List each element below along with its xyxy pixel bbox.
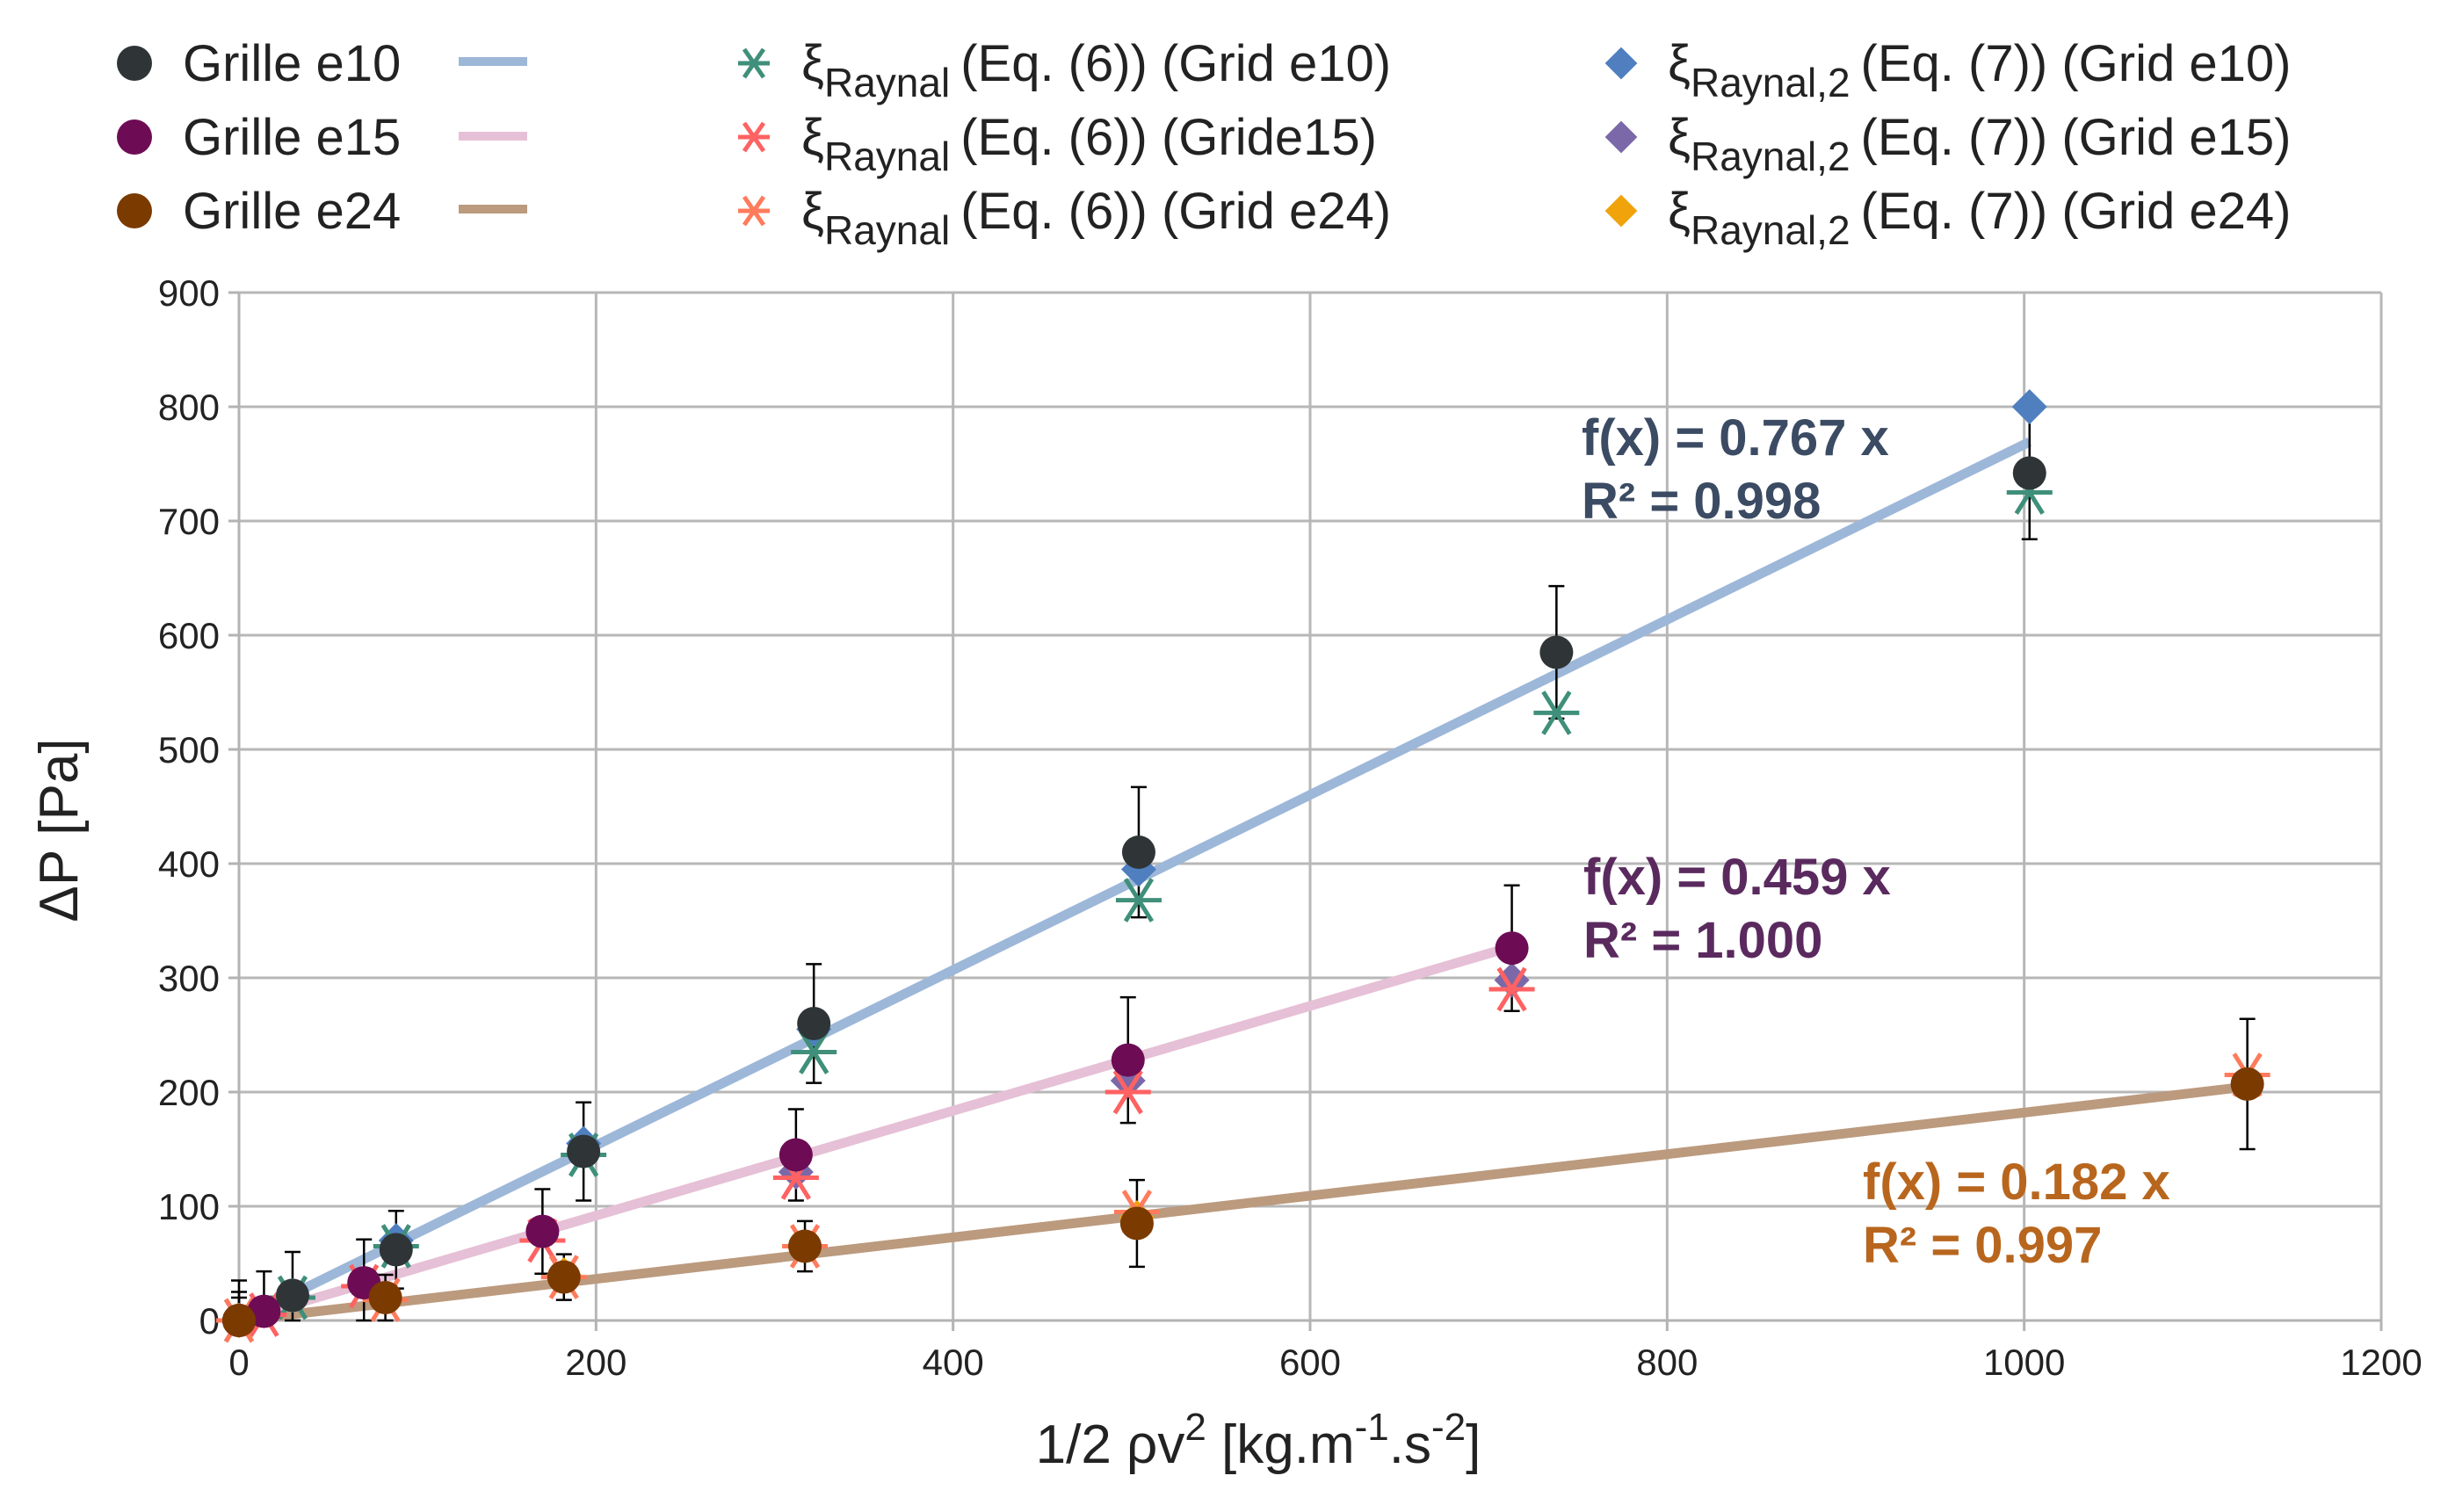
y-tick-label: 600	[158, 615, 220, 656]
measured-point	[1111, 1043, 1145, 1077]
legend-marker-eq7-e10	[1604, 47, 1638, 80]
x-tick-label: 0	[228, 1342, 249, 1383]
legend-label-eq7-e10: ξRaynal,2 (Eq. (7)) (Grid e10)	[1668, 35, 2291, 105]
legend-label-grille-e15: Grille e15	[183, 109, 401, 166]
legend-marker-eq7-e24	[1604, 194, 1638, 228]
fit-line	[237, 942, 1514, 1326]
eq6-point	[1488, 966, 1535, 1012]
legend-label-eq6-e10: ξRaynal (Eq. (6)) (Grid e10)	[801, 35, 1391, 105]
eq6-stroke	[799, 1030, 829, 1074]
eq6-stroke	[1123, 878, 1155, 922]
legend-label-eq7-e24: ξRaynal,2 (Eq. (7)) (Grid e24)	[1668, 183, 2291, 253]
measured-point	[368, 1281, 402, 1314]
fit-labels: f(x) = 0.767 x R² = 0.998 f(x) = 0.459 x R²…	[1582, 409, 2170, 1274]
legend-label-grille-e10: Grille e10	[183, 35, 401, 92]
data-points	[216, 389, 2271, 1343]
x-tick-label: 1000	[1983, 1342, 2065, 1383]
x-tick-label: 600	[1279, 1342, 1341, 1383]
measured-point	[1495, 931, 1529, 966]
eq6-stroke	[1112, 1069, 1143, 1115]
x-axis-title: 1/2 ρv2 [kg.m-1.s-2]	[1036, 1406, 1481, 1475]
y-tick-label: 900	[158, 272, 220, 314]
y-tick-label: 0	[199, 1300, 220, 1342]
fit-r2: R² = 1.000	[1583, 912, 1822, 969]
legend-label-eq7-e15: ξRaynal,2 (Eq. (7)) (Grid e15)	[1668, 109, 2291, 179]
legend-label-grille-e24: Grille e24	[183, 183, 401, 240]
x-tick-label: 800	[1636, 1342, 1698, 1383]
legend-marker-grille-e15	[117, 119, 152, 155]
legend-marker-grille-e10	[117, 46, 152, 81]
grid-lines	[239, 291, 2383, 1320]
fit-equation: f(x) = 0.767 x	[1582, 409, 1889, 467]
x-tick-label: 400	[923, 1342, 984, 1383]
legend-marker-eq6-e10	[738, 47, 770, 79]
eq6-stroke	[1541, 691, 1572, 735]
measured-point	[779, 1138, 813, 1172]
fit-equation: f(x) = 0.182 x	[1863, 1154, 2170, 1211]
y-tick-label: 500	[158, 729, 220, 770]
measured-point	[525, 1214, 560, 1248]
y-tick-label: 800	[158, 387, 220, 428]
x-tick-label: 200	[565, 1342, 626, 1383]
measured-point	[797, 1007, 831, 1040]
measured-point	[2012, 456, 2046, 490]
measured-point	[379, 1233, 413, 1267]
y-tick-label: 700	[158, 501, 220, 542]
eq7-point	[2011, 389, 2047, 424]
measured-point	[547, 1260, 581, 1294]
legend-marker-eq6-e24	[738, 195, 770, 227]
y-tick-label: 100	[158, 1186, 220, 1227]
measured-point	[788, 1229, 822, 1263]
measured-point	[275, 1278, 309, 1313]
eq6-stroke	[1496, 966, 1527, 1012]
eq6-point	[791, 1030, 837, 1074]
legend-label-eq6-e24: ξRaynal (Eq. (6)) (Grid e24)	[801, 183, 1391, 253]
x-tick-label: 1200	[2340, 1342, 2422, 1383]
measured-point	[2230, 1067, 2264, 1101]
fit-r2: R² = 0.998	[1582, 473, 1821, 530]
y-tick-label: 400	[158, 843, 220, 885]
legend-marker-eq6-e15	[738, 121, 770, 153]
eq6-point	[1115, 878, 1162, 922]
legend-marker-grille-e24	[117, 193, 152, 228]
y-tick-label: 300	[158, 958, 220, 999]
measured-point	[1121, 836, 1155, 869]
legend: Grille e10 Grille e15 Grille e24 ξRaynal…	[117, 35, 2291, 253]
eq6-point	[1533, 691, 1580, 735]
fit-equation: f(x) = 0.459 x	[1583, 849, 1891, 906]
eq6-point	[1104, 1069, 1151, 1115]
legend-marker-eq7-e15	[1604, 120, 1638, 154]
measured-point	[1119, 1206, 1154, 1241]
measured-point	[1539, 635, 1574, 669]
y-tick-label: 200	[158, 1072, 220, 1113]
measured-point	[222, 1304, 256, 1337]
legend-label-eq6-e15: ξRaynal (Eq. (6)) (Gride15)	[801, 109, 1377, 179]
y-axis-title: ΔP [Pa]	[29, 738, 90, 922]
tick-labels: 0 100 200 300 400 500 600 700 800 900 0 200 400 600 80…	[158, 272, 2423, 1383]
measured-point	[567, 1134, 601, 1168]
fit-r2: R² = 0.997	[1863, 1217, 2102, 1274]
